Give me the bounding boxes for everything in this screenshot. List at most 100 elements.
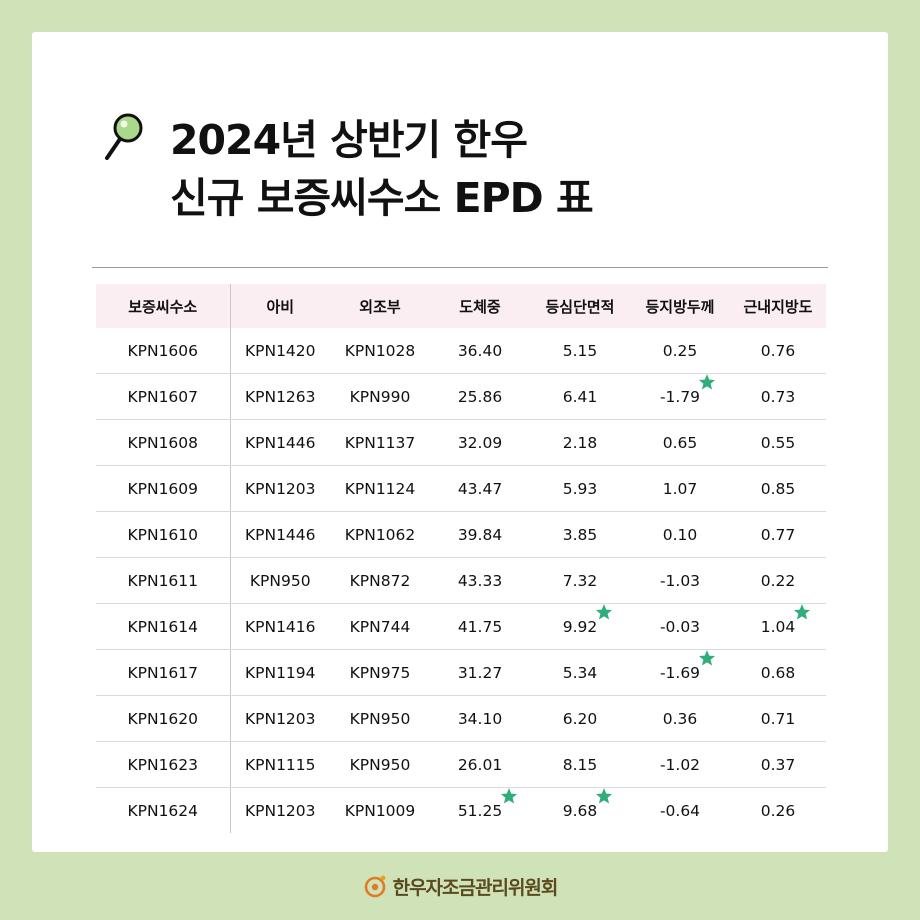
table-cell: KPN1614 <box>96 603 231 650</box>
cell-text: KPN950 <box>249 571 311 590</box>
table-cell: 6.41 <box>530 373 630 420</box>
cell-value: 5.15 <box>563 342 598 360</box>
table-cell: KPN1610 <box>96 511 231 558</box>
cell-text: KPN1446 <box>244 433 316 452</box>
cell-text: 0.55 <box>760 433 796 452</box>
cell-text: KPN1194 <box>244 663 316 682</box>
cell-text: 0.10 <box>662 525 698 544</box>
cell-text: -0.64 <box>659 801 701 820</box>
table-cell: -1.03 <box>630 557 730 604</box>
cell-value: KPN1203 <box>245 480 316 498</box>
table-cell: 25.86 <box>430 373 530 420</box>
table-cell: KPN950 <box>230 557 330 604</box>
column-header: 근내지방도 <box>730 284 826 328</box>
cell-text: KPN1614 <box>127 617 199 636</box>
cell-value: 0.76 <box>761 342 796 360</box>
cell-value: KPN1446 <box>245 434 316 452</box>
cell-text: KPN1608 <box>127 433 199 452</box>
cell-text: 0.77 <box>760 525 796 544</box>
cell-value: 0.65 <box>663 434 698 452</box>
page-title-line-2: 신규 보증씨수소 EPD 표 <box>170 174 594 222</box>
table-cell: 8.15 <box>530 741 630 788</box>
cell-text: 9.68 <box>562 801 598 820</box>
column-header: 등지방두께 <box>630 284 730 328</box>
cell-value: 39.84 <box>458 526 502 544</box>
cell-text: 1.04 <box>760 617 796 636</box>
cell-text: 8.15 <box>562 755 598 774</box>
table-cell: 5.34 <box>530 649 630 696</box>
cell-text: KPN1607 <box>127 387 199 406</box>
cell-text: KPN990 <box>349 387 411 406</box>
cell-value: 43.33 <box>458 572 502 590</box>
cell-value: 0.26 <box>761 802 796 820</box>
table-cell: 5.15 <box>530 328 630 374</box>
cell-value: 5.93 <box>563 480 598 498</box>
table-cell: KPN1611 <box>96 557 231 604</box>
table-cell: KPN744 <box>330 603 430 650</box>
cell-value: 2.18 <box>563 434 598 452</box>
table-cell: KPN1194 <box>230 649 330 696</box>
cell-text: 5.15 <box>562 341 598 360</box>
cell-value: KPN1610 <box>127 526 198 544</box>
cell-value: KPN1609 <box>127 480 198 498</box>
cell-value: 0.25 <box>663 342 698 360</box>
cell-text: 6.41 <box>562 387 598 406</box>
page-title-line-1: 2024년 상반기 한우 <box>170 116 528 164</box>
cell-text: 0.76 <box>760 341 796 360</box>
cell-value: KPN1617 <box>127 664 198 682</box>
cell-value: 0.36 <box>663 710 698 728</box>
cell-text: -1.02 <box>659 755 701 774</box>
cell-text: 9.92 <box>562 617 598 636</box>
cell-text: KPN1009 <box>344 801 416 820</box>
cell-value: KPN950 <box>350 710 411 728</box>
table-cell: 36.40 <box>430 328 530 374</box>
magnifier-icon <box>105 113 143 160</box>
table-cell: KPN1617 <box>96 649 231 696</box>
cell-value: 31.27 <box>458 664 502 682</box>
table-cell: KPN1263 <box>230 373 330 420</box>
table-cell: 5.93 <box>530 465 630 512</box>
table-cell: 0.37 <box>730 741 826 788</box>
table-cell: -0.64 <box>630 788 730 834</box>
star-icon <box>500 787 518 805</box>
cell-value: -1.02 <box>660 756 700 774</box>
star-icon <box>698 373 716 391</box>
cell-text: KPN1137 <box>344 433 416 452</box>
cell-text: 0.36 <box>662 709 698 728</box>
cell-value: 0.22 <box>761 572 796 590</box>
cell-text: KPN1609 <box>127 479 199 498</box>
cell-text: 36.40 <box>457 341 503 360</box>
table-row: KPN1611 KPN950 KPN872 43.33 7.32 -1.03 0.22 <box>96 557 826 604</box>
table-cell: KPN1606 <box>96 328 231 374</box>
cell-value: 51.25 <box>458 787 518 820</box>
column-header: 등심단면적 <box>530 284 630 328</box>
cell-value: 32.09 <box>458 434 502 452</box>
cell-value: KPN1009 <box>345 802 416 820</box>
hanwoo-logo <box>364 875 385 898</box>
cell-value: 25.86 <box>458 388 502 406</box>
star-icon <box>595 787 613 805</box>
table-cell: 0.85 <box>730 465 826 512</box>
cell-value: KPN1137 <box>345 434 416 452</box>
cell-value: 3.85 <box>563 526 598 544</box>
cell-value: 34.10 <box>458 710 502 728</box>
column-header: 도체중 <box>430 284 530 328</box>
table-cell: 7.32 <box>530 557 630 604</box>
cell-value: 0.85 <box>761 480 796 498</box>
cell-value: KPN1124 <box>345 480 416 498</box>
cell-value: 0.37 <box>761 756 796 774</box>
cell-text: 0.71 <box>760 709 796 728</box>
cell-value: 1.07 <box>663 480 698 498</box>
table-header-row: 보증씨수소 아비 외조부 도체중 등심단면적 등지방두께 근내지방도 <box>96 284 826 328</box>
table-cell: 26.01 <box>430 741 530 788</box>
table-row: KPN1623 KPN1115 KPN950 26.01 8.15 -1.02 0.37 <box>96 741 826 788</box>
table-cell: KPN1062 <box>330 511 430 558</box>
table-cell: KPN950 <box>330 741 430 788</box>
table-cell: 43.33 <box>430 557 530 604</box>
table-cell: 0.25 <box>630 328 730 374</box>
table-cell: -1.69 <box>630 649 730 696</box>
cell-text: 39.84 <box>457 525 503 544</box>
cell-value: 5.34 <box>563 664 598 682</box>
cell-value: KPN1115 <box>245 756 316 774</box>
cell-value: KPN950 <box>350 756 411 774</box>
